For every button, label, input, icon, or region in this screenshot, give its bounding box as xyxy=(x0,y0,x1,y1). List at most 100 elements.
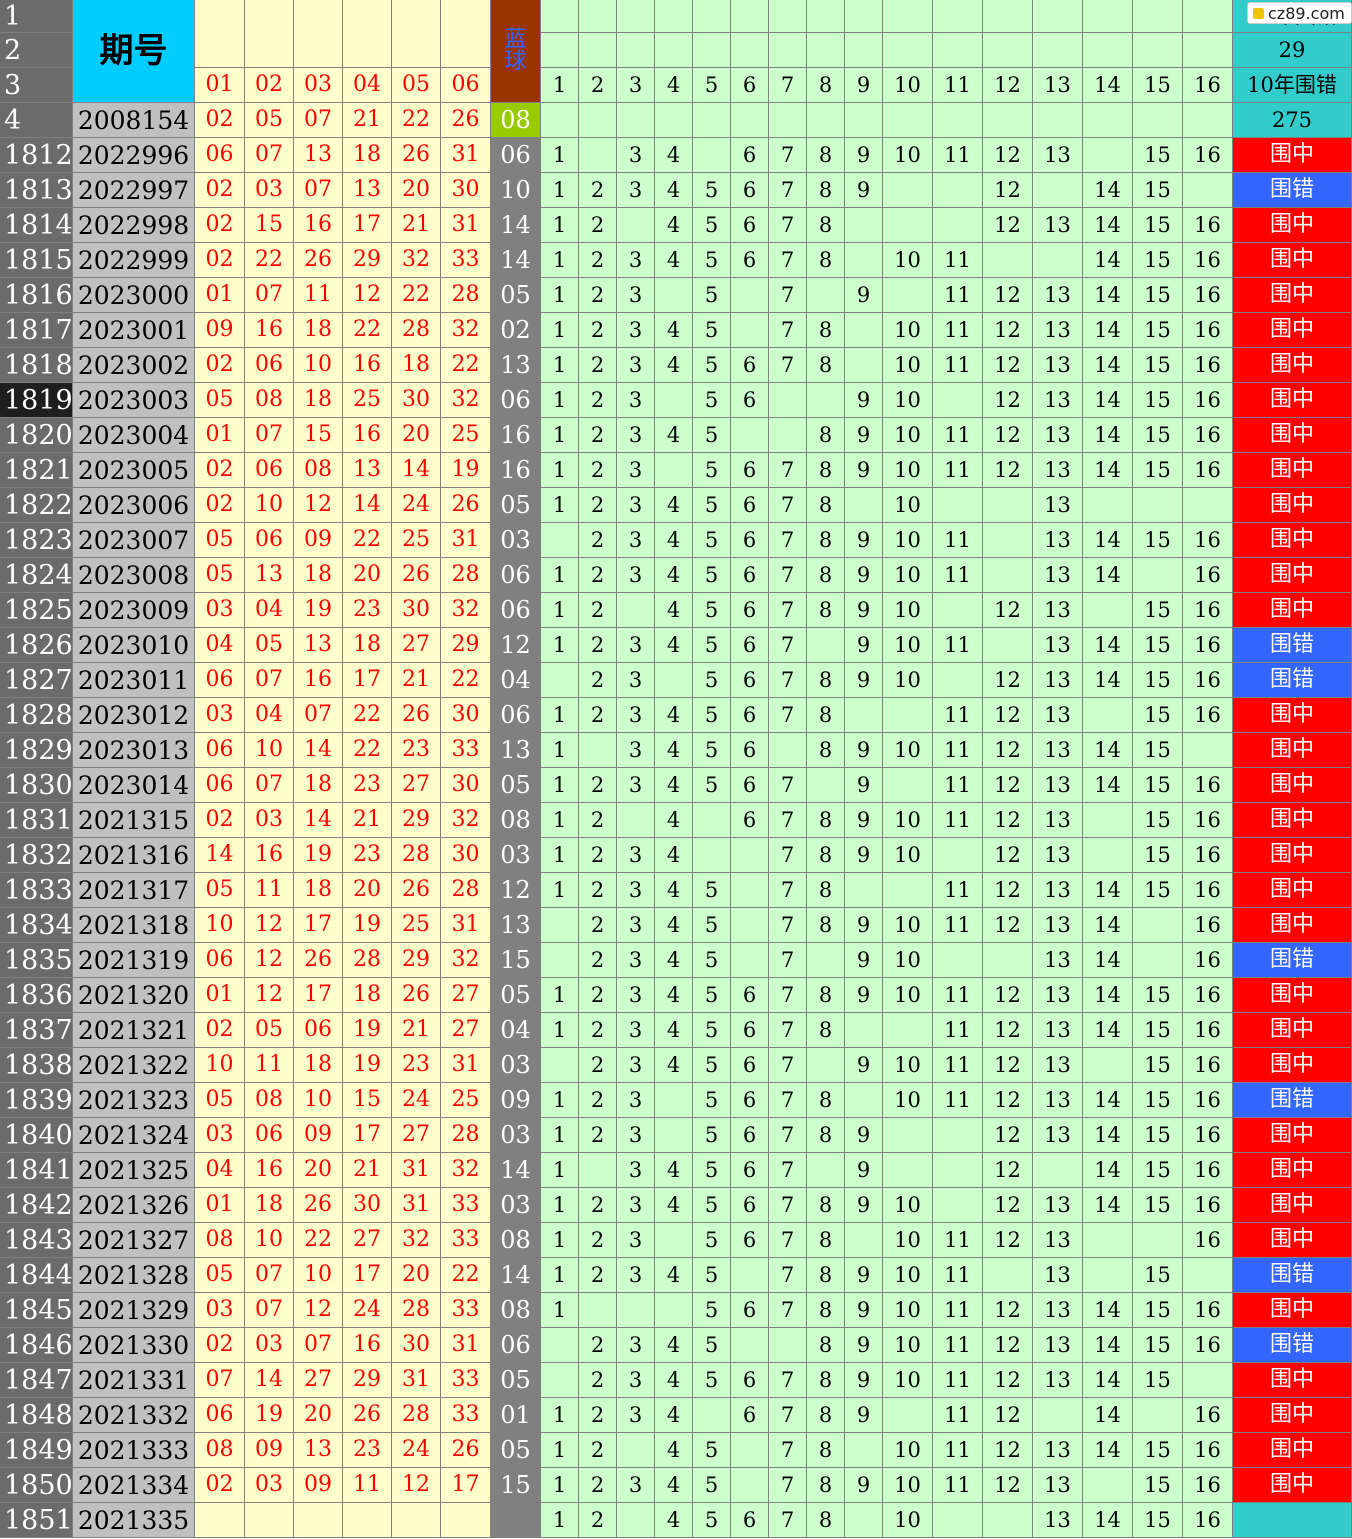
grid-empty-cell[interactable] xyxy=(1033,243,1083,278)
grid-number-cell[interactable]: 15 xyxy=(1133,523,1183,558)
grid-number-cell[interactable]: 12 xyxy=(983,663,1033,698)
grid-number-cell[interactable]: 16 xyxy=(1183,1328,1233,1363)
grid-number-cell[interactable]: 8 xyxy=(807,208,845,243)
grid-number-cell[interactable]: 13 xyxy=(1033,1468,1083,1503)
grid-number-cell[interactable]: 14 xyxy=(1083,1293,1133,1328)
grid-number-cell[interactable]: 3 xyxy=(617,348,655,383)
grid-number-cell[interactable]: 16 xyxy=(1183,243,1233,278)
grid-number-cell[interactable]: 1 xyxy=(541,873,579,908)
grid-header-blank[interactable] xyxy=(655,33,693,68)
grid-sample-blank[interactable] xyxy=(731,103,769,138)
grid-number-cell[interactable]: 1 xyxy=(541,348,579,383)
red-ball-cell[interactable]: 26 xyxy=(392,698,441,733)
red-ball-cell[interactable]: 27 xyxy=(343,1223,392,1258)
grid-number-cell[interactable]: 3 xyxy=(617,1398,655,1433)
red-ball-cell[interactable]: 14 xyxy=(294,733,343,768)
grid-number-cell[interactable]: 14 xyxy=(1083,978,1133,1013)
red-ball-cell[interactable]: 32 xyxy=(441,593,491,628)
red-ball-cell[interactable]: 03 xyxy=(195,698,245,733)
grid-number-cell[interactable]: 16 xyxy=(1183,1223,1233,1258)
grid-empty-cell[interactable] xyxy=(1083,593,1133,628)
grid-number-cell[interactable]: 5 xyxy=(693,1048,731,1083)
grid-column-label[interactable]: 6 xyxy=(731,68,769,103)
grid-number-cell[interactable]: 10 xyxy=(883,138,933,173)
row-header[interactable]: 1846 xyxy=(0,1328,73,1363)
grid-empty-cell[interactable] xyxy=(883,1118,933,1153)
row-header[interactable]: 1839 xyxy=(0,1083,73,1118)
grid-column-label[interactable]: 2 xyxy=(579,68,617,103)
blue-ball-cell[interactable]: 15 xyxy=(491,1468,541,1503)
red-ball-cell[interactable]: 09 xyxy=(294,1468,343,1503)
blue-ball-cell[interactable]: 10 xyxy=(491,173,541,208)
qihao-cell[interactable]: 2021322 xyxy=(73,1048,195,1083)
grid-number-cell[interactable]: 14 xyxy=(1083,733,1133,768)
grid-number-cell[interactable]: 11 xyxy=(933,698,983,733)
grid-empty-cell[interactable] xyxy=(983,243,1033,278)
grid-number-cell[interactable]: 3 xyxy=(617,908,655,943)
grid-number-cell[interactable]: 2 xyxy=(579,1118,617,1153)
row-header[interactable]: 1851 xyxy=(0,1503,73,1538)
grid-number-cell[interactable]: 3 xyxy=(617,1118,655,1153)
red-ball-cell[interactable]: 18 xyxy=(245,1188,294,1223)
grid-number-cell[interactable]: 9 xyxy=(845,1398,883,1433)
grid-number-cell[interactable]: 2 xyxy=(579,383,617,418)
red-ball-cell[interactable] xyxy=(392,1503,441,1538)
grid-sample-blank[interactable] xyxy=(883,103,933,138)
grid-empty-cell[interactable] xyxy=(731,943,769,978)
blue-ball-cell[interactable]: 06 xyxy=(491,383,541,418)
grid-number-cell[interactable]: 9 xyxy=(845,1258,883,1293)
grid-header-blank[interactable] xyxy=(1083,0,1133,33)
grid-number-cell[interactable]: 7 xyxy=(769,138,807,173)
red-ball-cell[interactable]: 31 xyxy=(441,1328,491,1363)
grid-empty-cell[interactable] xyxy=(983,488,1033,523)
grid-number-cell[interactable]: 4 xyxy=(655,943,693,978)
grid-number-cell[interactable]: 16 xyxy=(1183,698,1233,733)
result-cell[interactable] xyxy=(1233,1503,1352,1538)
grid-number-cell[interactable]: 3 xyxy=(617,1048,655,1083)
red-header-blank[interactable] xyxy=(245,0,294,68)
grid-number-cell[interactable]: 3 xyxy=(617,558,655,593)
grid-number-cell[interactable]: 13 xyxy=(1033,418,1083,453)
grid-number-cell[interactable]: 7 xyxy=(769,1258,807,1293)
row-header[interactable]: 1837 xyxy=(0,1013,73,1048)
red-ball-cell[interactable]: 22 xyxy=(441,663,491,698)
grid-number-cell[interactable]: 1 xyxy=(541,278,579,313)
grid-number-cell[interactable]: 12 xyxy=(983,1223,1033,1258)
grid-empty-cell[interactable] xyxy=(1083,838,1133,873)
grid-number-cell[interactable]: 11 xyxy=(933,1013,983,1048)
grid-number-cell[interactable]: 12 xyxy=(983,278,1033,313)
grid-number-cell[interactable]: 6 xyxy=(731,1293,769,1328)
red-ball-cell[interactable]: 12 xyxy=(294,1293,343,1328)
grid-number-cell[interactable]: 2 xyxy=(579,488,617,523)
grid-number-cell[interactable]: 8 xyxy=(807,838,845,873)
red-ball-cell[interactable]: 09 xyxy=(245,1433,294,1468)
red-ball-cell[interactable]: 06 xyxy=(245,523,294,558)
grid-number-cell[interactable]: 3 xyxy=(617,873,655,908)
grid-number-cell[interactable]: 10 xyxy=(883,418,933,453)
grid-number-cell[interactable]: 14 xyxy=(1083,943,1133,978)
grid-number-cell[interactable]: 3 xyxy=(617,768,655,803)
red-ball-cell[interactable]: 28 xyxy=(392,838,441,873)
grid-header-blank[interactable] xyxy=(883,33,933,68)
red-ball-cell[interactable]: 20 xyxy=(294,1398,343,1433)
grid-number-cell[interactable]: 13 xyxy=(1033,453,1083,488)
grid-number-cell[interactable]: 13 xyxy=(1033,838,1083,873)
grid-empty-cell[interactable] xyxy=(807,1048,845,1083)
grid-number-cell[interactable]: 15 xyxy=(1133,1013,1183,1048)
grid-number-cell[interactable]: 9 xyxy=(845,383,883,418)
grid-empty-cell[interactable] xyxy=(983,558,1033,593)
grid-number-cell[interactable]: 2 xyxy=(579,1048,617,1083)
grid-empty-cell[interactable] xyxy=(1083,138,1133,173)
grid-number-cell[interactable]: 1 xyxy=(541,1013,579,1048)
row-header[interactable]: 1820 xyxy=(0,418,73,453)
side-summary[interactable]: 29 xyxy=(1233,33,1352,68)
grid-number-cell[interactable]: 7 xyxy=(769,1083,807,1118)
red-ball-cell[interactable]: 28 xyxy=(392,1293,441,1328)
red-ball-cell[interactable]: 28 xyxy=(343,943,392,978)
row-header[interactable]: 1831 xyxy=(0,803,73,838)
red-ball-cell[interactable]: 22 xyxy=(343,733,392,768)
grid-number-cell[interactable]: 15 xyxy=(1133,1153,1183,1188)
grid-empty-cell[interactable] xyxy=(1083,488,1133,523)
red-ball-cell[interactable]: 05 xyxy=(195,1083,245,1118)
red-ball-cell[interactable]: 25 xyxy=(392,908,441,943)
